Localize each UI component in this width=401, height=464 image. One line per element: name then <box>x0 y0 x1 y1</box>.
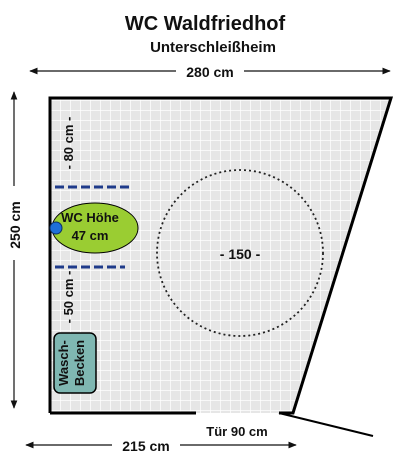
wc-height-value: 47 cm <box>72 228 109 243</box>
page-subtitle: Unterschleißheim <box>150 39 276 56</box>
turning-circle <box>156 169 324 337</box>
door-leaf <box>278 412 374 437</box>
basin-label-line1: Wasch- <box>56 340 71 386</box>
room-walls <box>48 96 394 415</box>
clearance-above-label: - 80 cm - <box>61 117 76 170</box>
top-dimension-label-bg <box>176 62 244 80</box>
room-floor <box>50 98 391 413</box>
basin-label-line2: Becken <box>72 340 87 386</box>
bottom-width-label: 215 cm <box>122 438 169 454</box>
door-width-label: Tür 90 cm <box>206 424 267 439</box>
wash-basin <box>53 332 97 394</box>
bottom-dimension-label-bg <box>112 437 180 455</box>
turning-circle-label: - 150 - <box>220 246 261 262</box>
page-title: WC Waldfriedhof <box>125 13 286 35</box>
wc-height-label: WC Höhe <box>61 210 119 225</box>
wc-marker-dot <box>49 221 63 235</box>
left-dimension-label-bg <box>4 186 24 260</box>
top-width-label: 280 cm <box>186 64 233 80</box>
left-height-label: 250 cm <box>7 201 23 248</box>
clearance-below-label: - 50 cm - <box>61 271 76 324</box>
